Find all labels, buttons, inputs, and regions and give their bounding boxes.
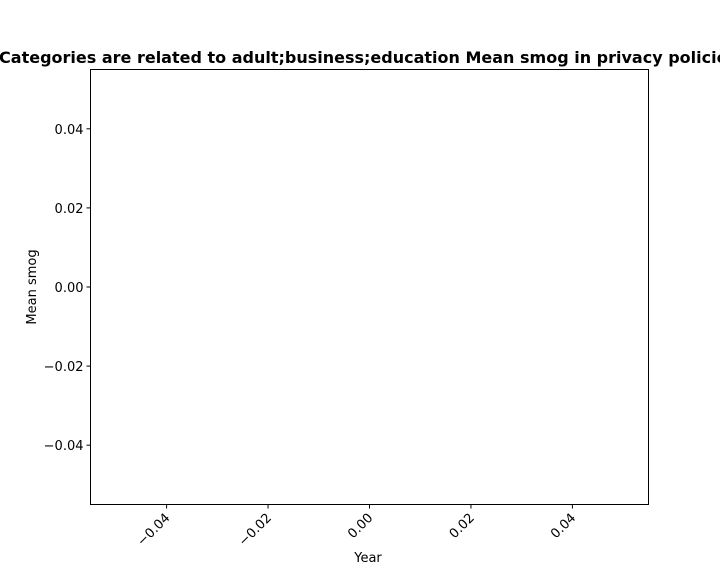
y-tick-label: −0.04 bbox=[44, 439, 84, 454]
chart-title: Categories are related to adult;business… bbox=[0, 48, 720, 67]
x-tick-label: 0.02 bbox=[447, 511, 478, 542]
y-tick-label: −0.02 bbox=[44, 360, 84, 375]
y-axis-label: Mean smog bbox=[25, 249, 40, 324]
y-tick-label: 0.04 bbox=[55, 123, 84, 138]
x-tick-label: 0.04 bbox=[548, 511, 579, 542]
x-tick-label: −0.02 bbox=[236, 511, 275, 550]
y-tick-label: 0.00 bbox=[55, 281, 84, 296]
y-tick-label: 0.02 bbox=[55, 202, 84, 217]
x-tick-label: 0.00 bbox=[345, 511, 376, 542]
x-axis-ticks: −0.04 −0.02 0.00 0.02 0.04 bbox=[135, 504, 579, 550]
x-axis-label: Year bbox=[353, 551, 382, 566]
plot-area bbox=[90, 69, 649, 505]
y-axis-ticks: 0.04 0.02 0.00 −0.02 −0.04 bbox=[44, 123, 91, 454]
x-tick-label: −0.04 bbox=[135, 511, 174, 550]
